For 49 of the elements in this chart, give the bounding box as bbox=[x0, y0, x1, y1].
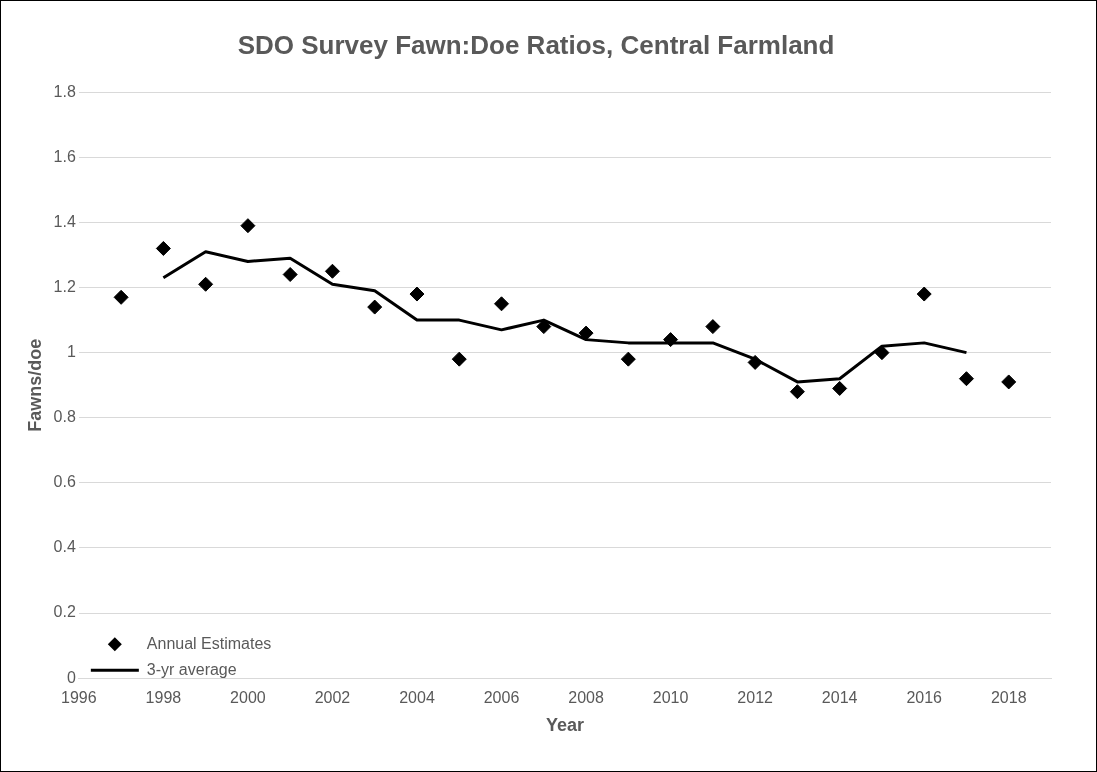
x-tick-label: 2018 bbox=[990, 689, 1027, 707]
point bbox=[747, 354, 763, 370]
x-tick-label: 2014 bbox=[821, 689, 858, 707]
point bbox=[578, 325, 594, 341]
point bbox=[367, 299, 383, 315]
point bbox=[874, 345, 890, 361]
y-tick-label: 0 bbox=[66, 668, 76, 686]
chart-title: SDO Survey Fawn:Doe Ratios, Central Farmland bbox=[237, 29, 835, 60]
y-tick-label: 0.6 bbox=[53, 473, 76, 491]
y-axis-title: Fawns/doe bbox=[24, 338, 45, 432]
x-tick-label: 2000 bbox=[230, 689, 266, 707]
point bbox=[113, 289, 129, 305]
point bbox=[705, 319, 721, 335]
y-tick-label: 1.4 bbox=[53, 212, 76, 230]
x-axis-title: Year bbox=[545, 715, 584, 736]
point bbox=[324, 263, 340, 279]
point bbox=[240, 218, 256, 234]
point bbox=[789, 384, 805, 400]
point bbox=[663, 332, 679, 348]
point bbox=[409, 286, 425, 302]
y-tick-label: 1.2 bbox=[53, 277, 76, 295]
point bbox=[536, 319, 552, 335]
x-tick-label: 2016 bbox=[906, 689, 943, 707]
point bbox=[958, 371, 974, 387]
legend-label: 3-yr average bbox=[146, 660, 237, 678]
point bbox=[1001, 374, 1017, 390]
x-tick-label: 1998 bbox=[145, 689, 182, 707]
y-tick-label: 1.8 bbox=[53, 82, 76, 100]
point bbox=[198, 276, 214, 292]
x-tick-label: 2006 bbox=[483, 689, 520, 707]
y-tick-label: 1.6 bbox=[53, 147, 76, 165]
point bbox=[832, 380, 848, 396]
point bbox=[451, 351, 467, 367]
x-tick-label: 1996 bbox=[61, 689, 97, 707]
x-tick-label: 2008 bbox=[568, 689, 604, 707]
point bbox=[282, 267, 298, 283]
y-tick-label: 0.2 bbox=[53, 603, 76, 621]
point bbox=[494, 296, 510, 312]
legend-label: Annual Estimates bbox=[146, 634, 272, 652]
y-tick-label: 1 bbox=[66, 343, 76, 361]
x-tick-label: 2004 bbox=[399, 689, 435, 707]
x-tick-label: 2010 bbox=[652, 689, 689, 707]
y-tick-label: 0.8 bbox=[53, 408, 76, 426]
point bbox=[620, 351, 636, 367]
point bbox=[916, 286, 932, 302]
y-tick-label: 0.4 bbox=[53, 538, 76, 556]
x-tick-label: 2012 bbox=[737, 689, 774, 707]
point bbox=[155, 240, 171, 256]
x-tick-label: 2002 bbox=[314, 689, 351, 707]
